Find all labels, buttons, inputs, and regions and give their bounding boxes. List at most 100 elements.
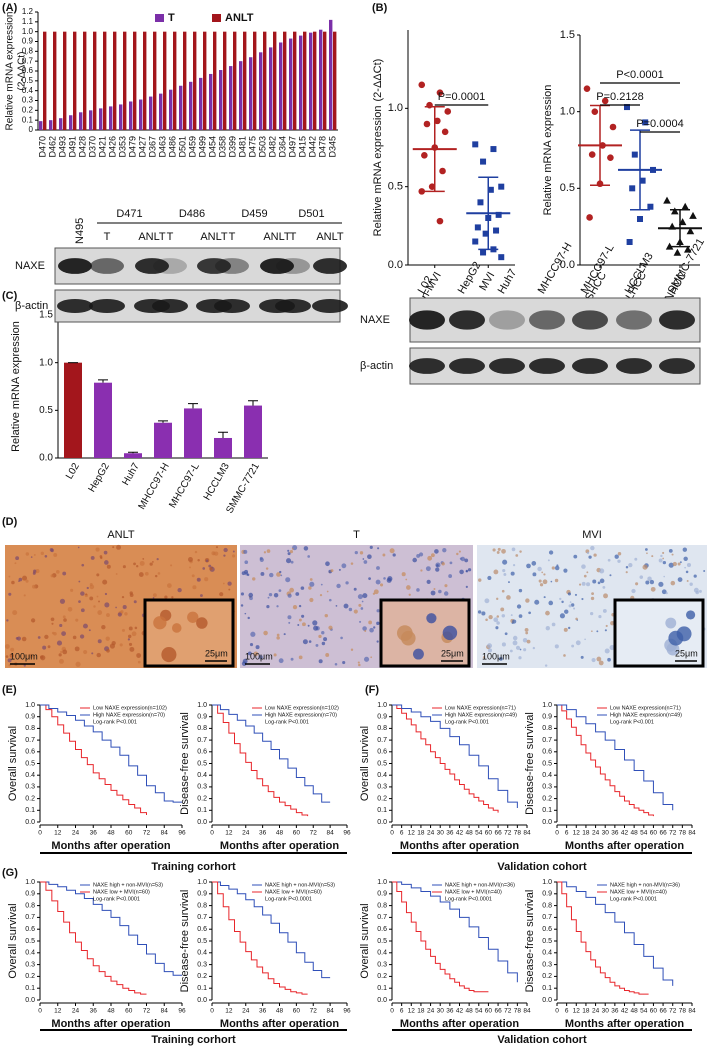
- tissue-texture: [617, 552, 622, 556]
- x-tick-label: 0: [390, 1008, 394, 1015]
- y-tick-label: 0: [29, 125, 34, 134]
- x-tick-label: D462: [47, 136, 57, 158]
- x-tick-label: 0: [38, 1008, 42, 1015]
- tissue-texture: [318, 634, 322, 639]
- tissue-texture: [223, 554, 226, 557]
- point: [490, 146, 497, 153]
- x-tick-label: 96: [178, 830, 186, 837]
- tissue-texture: [506, 595, 511, 600]
- blot-band: [89, 298, 125, 314]
- inset-cell: [412, 648, 424, 660]
- x-tick-label: 18: [582, 1008, 590, 1015]
- tissue-texture: [222, 582, 225, 585]
- y-tick-label: 0.1: [542, 807, 552, 814]
- annotation: Log-rank P<0.001: [445, 719, 489, 725]
- tissue-texture: [129, 646, 135, 652]
- tissue-texture: [30, 556, 33, 558]
- x-tick-label: D428: [77, 136, 87, 158]
- bar: [123, 31, 127, 131]
- tissue-texture: [635, 582, 639, 586]
- annotation: Log-rank P<0.001: [610, 719, 654, 725]
- survival-curve: [212, 704, 309, 817]
- bar: [303, 31, 307, 131]
- y-tick-label: 0.5: [197, 938, 207, 945]
- p-value: P=0.0001: [438, 91, 485, 103]
- tissue-texture: [467, 568, 472, 572]
- x-tick-label: 78: [514, 1008, 522, 1015]
- y-axis-unit: (2-ΔΔCt): [372, 59, 384, 102]
- tissue-texture: [526, 639, 531, 644]
- y-tick-label: 0.6: [377, 749, 387, 756]
- x-tick-label: D499: [197, 136, 207, 158]
- bar: [129, 101, 133, 130]
- point: [686, 227, 695, 235]
- tissue-texture: [496, 597, 499, 600]
- panel-label: (E): [2, 684, 17, 696]
- x-tick-label: D463: [157, 136, 167, 158]
- tissue-texture: [665, 591, 668, 595]
- x-tick-label: D353: [117, 136, 127, 158]
- tissue-texture: [91, 652, 94, 655]
- tissue-texture: [315, 643, 319, 647]
- tissue-texture: [531, 561, 537, 566]
- x-tick-label: D491: [67, 136, 77, 158]
- bar: [279, 42, 283, 130]
- legend-swatch: [212, 14, 221, 22]
- tissue-texture: [431, 553, 435, 558]
- tissue-texture: [509, 649, 513, 653]
- bar: [259, 52, 263, 130]
- tissue-texture: [677, 577, 683, 582]
- tissue-texture: [255, 645, 260, 650]
- x-tick-label: 0: [555, 1008, 559, 1015]
- x-tick-label: 60: [485, 830, 493, 837]
- tissue-texture: [500, 607, 505, 612]
- tissue-texture: [301, 614, 305, 618]
- x-tick-label: 48: [107, 830, 115, 837]
- group-label: D471: [116, 208, 142, 220]
- bar: [214, 437, 232, 458]
- tissue-texture: [204, 577, 209, 582]
- x-tick-label: 96: [343, 1008, 351, 1015]
- lane-label: T: [229, 231, 236, 243]
- y-tick-label: 0.5: [197, 760, 207, 767]
- survival-curve: [212, 881, 331, 979]
- survival-curve: [392, 881, 489, 993]
- tissue-texture: [15, 556, 20, 561]
- tissue-texture: [192, 585, 197, 590]
- tissue-texture: [357, 594, 363, 600]
- point: [637, 216, 643, 222]
- x-axis-label: Months after operation: [565, 1018, 684, 1030]
- tissue-texture: [157, 572, 161, 575]
- tissue-texture: [512, 635, 518, 641]
- tissue-texture: [78, 600, 81, 603]
- tissue-texture: [285, 577, 291, 583]
- y-tick-label: 0.8: [377, 902, 387, 909]
- y-tick-label: 0.1: [197, 807, 207, 814]
- tissue-texture: [436, 564, 439, 567]
- tissue-texture: [25, 579, 29, 583]
- y-tick-label: 0.8: [197, 725, 207, 732]
- y-tick-label: 0.6: [197, 749, 207, 756]
- tissue-texture: [276, 633, 280, 637]
- x-tick-label: 66: [494, 830, 502, 837]
- tissue-texture: [288, 621, 291, 624]
- x-tick-label: 72: [143, 830, 151, 837]
- tissue-texture: [318, 659, 323, 664]
- y-tick-label: 0.2: [377, 973, 387, 980]
- tissue-texture: [227, 581, 232, 586]
- tissue-texture: [334, 662, 338, 666]
- tissue-texture: [369, 627, 374, 633]
- tissue-texture: [532, 646, 536, 650]
- tissue-texture: [698, 589, 702, 593]
- point: [477, 199, 484, 206]
- tissue-texture: [628, 563, 633, 568]
- tissue-texture: [387, 576, 393, 582]
- tissue-texture: [82, 623, 88, 629]
- x-tick-label: 60: [125, 1008, 133, 1015]
- tissue-texture: [128, 642, 133, 647]
- point: [629, 185, 636, 192]
- x-tick-label: 0: [390, 830, 394, 837]
- x-tick-label: D370: [87, 136, 97, 158]
- inset-scale-label: 25μm: [441, 648, 464, 658]
